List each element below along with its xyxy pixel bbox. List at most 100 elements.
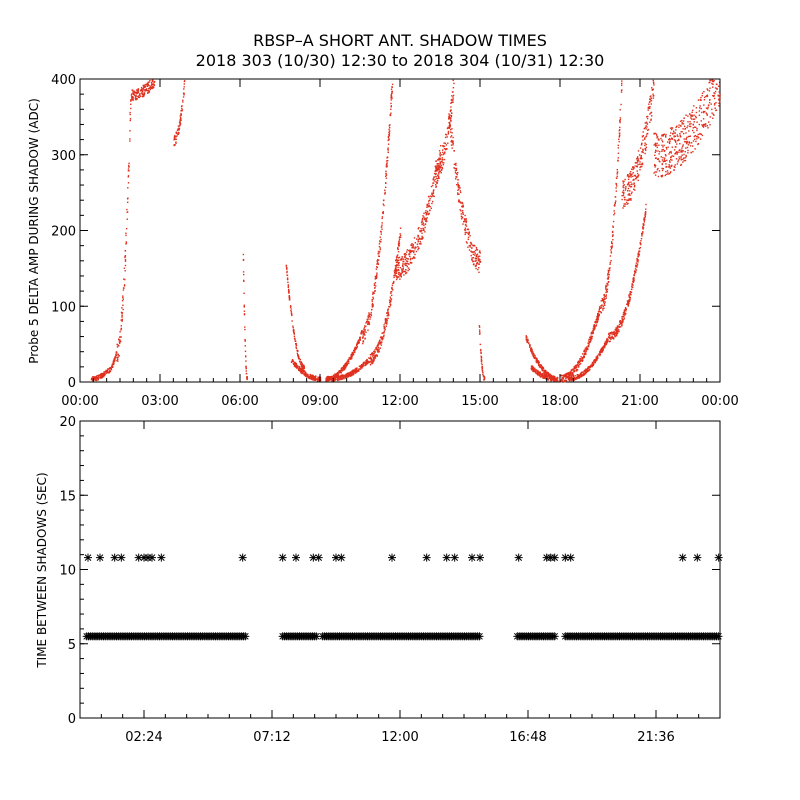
data-point bbox=[397, 244, 400, 246]
data-point bbox=[418, 237, 421, 239]
data-point bbox=[413, 237, 416, 239]
data-point bbox=[398, 238, 401, 241]
data-point bbox=[445, 134, 448, 136]
data-point bbox=[651, 88, 653, 91]
data-point bbox=[688, 135, 691, 138]
data-point bbox=[406, 262, 408, 264]
data-point bbox=[389, 296, 391, 298]
data-point bbox=[662, 157, 664, 159]
data-point bbox=[548, 375, 550, 377]
data-point bbox=[137, 91, 140, 94]
data-point bbox=[547, 378, 549, 380]
data-point bbox=[437, 175, 440, 177]
data-point bbox=[550, 375, 552, 378]
data-point bbox=[413, 256, 415, 258]
data-point bbox=[569, 376, 572, 379]
data-point bbox=[624, 314, 626, 316]
data-point bbox=[561, 378, 564, 380]
data-point bbox=[637, 175, 640, 177]
data-point bbox=[350, 357, 353, 360]
data-point bbox=[398, 264, 400, 267]
data-point bbox=[336, 371, 339, 374]
data-point bbox=[402, 270, 405, 272]
data-point bbox=[636, 157, 638, 159]
data-point bbox=[601, 298, 603, 300]
data-point bbox=[642, 149, 644, 152]
data-point bbox=[601, 350, 604, 352]
data-point bbox=[424, 223, 427, 225]
data-point bbox=[667, 173, 669, 175]
data-point bbox=[400, 276, 402, 278]
data-point bbox=[624, 198, 626, 201]
data-point bbox=[148, 81, 150, 83]
data-point bbox=[614, 204, 616, 206]
data-point bbox=[177, 128, 179, 130]
data-point bbox=[449, 124, 451, 126]
data-point bbox=[657, 175, 660, 178]
data-point bbox=[326, 377, 328, 379]
data-point bbox=[545, 375, 547, 377]
data-point bbox=[571, 372, 573, 375]
data-point bbox=[690, 142, 693, 144]
data-point bbox=[600, 300, 602, 302]
data-point bbox=[525, 336, 527, 339]
data-point bbox=[643, 217, 645, 220]
data-point bbox=[629, 175, 632, 177]
data-point bbox=[388, 125, 390, 127]
data-point bbox=[315, 375, 317, 377]
data-point bbox=[602, 309, 604, 311]
data-point bbox=[709, 79, 711, 82]
data-point bbox=[637, 260, 639, 262]
data-point bbox=[673, 136, 675, 138]
data-point bbox=[692, 109, 694, 111]
data-point bbox=[285, 265, 287, 267]
data-point bbox=[479, 252, 481, 254]
data-point bbox=[609, 269, 611, 271]
data-point bbox=[655, 133, 658, 136]
data-point bbox=[707, 106, 709, 109]
data-point bbox=[174, 144, 176, 146]
data-point bbox=[298, 357, 300, 359]
data-point bbox=[634, 189, 636, 191]
data-point bbox=[304, 371, 307, 373]
data-point bbox=[380, 233, 382, 235]
data-point bbox=[451, 128, 453, 130]
top-x-tick-label: 21:00 bbox=[621, 394, 658, 409]
data-point bbox=[654, 145, 657, 147]
data-point bbox=[534, 367, 536, 370]
data-point bbox=[139, 94, 141, 96]
data-point bbox=[410, 262, 413, 264]
data-point bbox=[176, 135, 178, 137]
data-point bbox=[406, 251, 408, 253]
data-point bbox=[572, 368, 574, 370]
data-point bbox=[587, 366, 589, 368]
data-point bbox=[633, 186, 636, 188]
data-point bbox=[628, 194, 630, 196]
data-point bbox=[424, 231, 426, 233]
data-point bbox=[641, 234, 643, 236]
data-point bbox=[138, 96, 140, 99]
data-point bbox=[647, 128, 650, 131]
data-point bbox=[382, 338, 384, 340]
bottom-x-tick-label: 02:24 bbox=[125, 730, 162, 745]
data-point bbox=[684, 141, 687, 143]
data-point bbox=[589, 336, 591, 338]
data-point bbox=[356, 341, 359, 344]
data-point bbox=[406, 249, 408, 251]
data-point bbox=[615, 330, 618, 333]
data-point bbox=[650, 100, 653, 102]
data-point bbox=[393, 276, 395, 279]
data-point bbox=[365, 362, 367, 364]
data-point bbox=[584, 370, 587, 372]
data-point bbox=[529, 344, 531, 346]
data-point bbox=[374, 287, 376, 289]
data-point bbox=[314, 376, 317, 379]
data-point bbox=[290, 311, 293, 313]
data-point bbox=[620, 321, 622, 323]
data-point bbox=[621, 198, 623, 201]
data-point bbox=[642, 231, 644, 233]
data-point bbox=[480, 350, 482, 352]
data-point bbox=[399, 236, 402, 238]
data-point bbox=[581, 359, 583, 361]
data-point bbox=[424, 217, 426, 220]
